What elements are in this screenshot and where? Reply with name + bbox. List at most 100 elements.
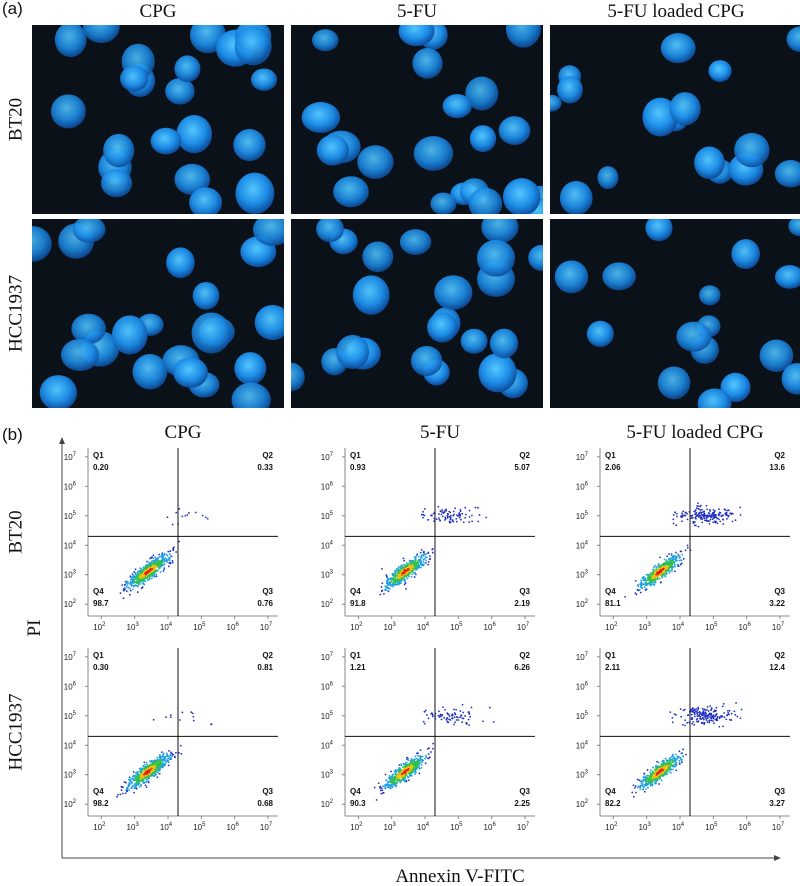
event-dot [414,770,417,773]
event-dot [146,780,149,783]
event-dot [142,571,145,574]
event-dot [719,716,721,718]
nucleus [176,115,213,154]
nucleus [174,163,211,195]
event-dot [414,771,417,774]
event-dot [708,719,711,722]
event-dot [651,573,654,576]
event-dot [139,577,142,580]
column-header: 5-FU loaded CPG [626,422,764,443]
event-dot [447,713,449,716]
x-tick-label: 103 [384,622,397,632]
event-dot [659,772,662,775]
event-dot [150,770,152,773]
event-dot [423,508,426,510]
event-dot [133,578,136,580]
event-dot [670,762,672,765]
tick-exponent: 6 [492,622,496,628]
event-dot [668,759,671,762]
event-dot [133,791,135,794]
tick-exponent: 5 [330,511,334,517]
event-dot [418,767,421,770]
event-dot [132,574,135,577]
y-tick-label: 106 [576,681,589,691]
tick-exponent: 6 [747,622,751,628]
event-dot [696,714,699,717]
event-dot [390,784,393,787]
event-dot [655,770,657,773]
event-dot [399,576,402,579]
event-dot [464,513,467,516]
event-dot [149,564,152,567]
event-dot [667,764,670,767]
event-dot [133,581,136,584]
event-dot [399,575,402,578]
event-dot [127,785,130,788]
event-dot [693,715,696,718]
event-dot [665,569,668,572]
event-dot [663,558,666,561]
event-dot [703,517,706,519]
quadrant-value: 2.11 [605,663,621,672]
event-dot [637,785,640,788]
quadrant-name: Q2 [774,451,785,460]
quadrant-name: Q1 [350,451,361,460]
event-dot [153,766,156,769]
event-dot [661,772,664,774]
event-dot [655,772,658,775]
event-dot [690,515,693,517]
event-dot [666,569,669,572]
event-dot [166,760,169,763]
tick-exponent: 4 [681,622,685,628]
event-dot [168,756,171,758]
event-dot [675,557,678,560]
event-dot [666,567,669,570]
event-dot [385,575,388,578]
event-dot [644,578,647,581]
event-dot [142,777,144,780]
event-dot [416,752,418,755]
y-tick-label: 103 [576,570,589,580]
event-dot [396,583,399,585]
event-dot [166,561,169,563]
row-label: BT20 [5,98,26,141]
quadrant-value: 5.07 [514,463,530,472]
quadrant-value: 13.6 [769,463,785,472]
event-dot [407,770,410,773]
event-dot [419,563,422,566]
event-dot [697,720,700,723]
event-dot [658,564,661,567]
y-axis-label: PI [24,620,45,637]
events [119,507,209,600]
quadrant-name: Q4 [93,787,104,796]
event-dot [169,553,171,555]
event-dot [686,512,688,515]
event-dot [684,719,687,722]
event-dot [474,506,477,509]
event-dot [137,779,140,782]
nucleus [657,366,691,400]
event-dot [140,572,143,575]
event-dot [666,769,669,772]
event-dot [379,785,382,788]
event-dot [388,783,391,786]
event-dot [146,765,149,768]
event-dot [416,754,419,757]
event-dot [723,716,726,719]
event-dot [420,556,423,559]
event-dot [634,592,637,595]
event-dot [675,769,678,772]
event-dot [697,706,700,709]
event-dot [460,714,462,717]
event-dot [159,765,161,768]
column-header: 5-FU loaded CPG [607,1,745,22]
event-dot [400,564,403,567]
nucleus [316,134,349,166]
event-dot [643,586,646,589]
event-dot [160,554,163,557]
event-dot [697,708,700,710]
tick-exponent: 2 [614,822,618,828]
event-dot [405,780,408,783]
event-dot [384,786,387,789]
y-tick-label: 105 [64,511,77,521]
